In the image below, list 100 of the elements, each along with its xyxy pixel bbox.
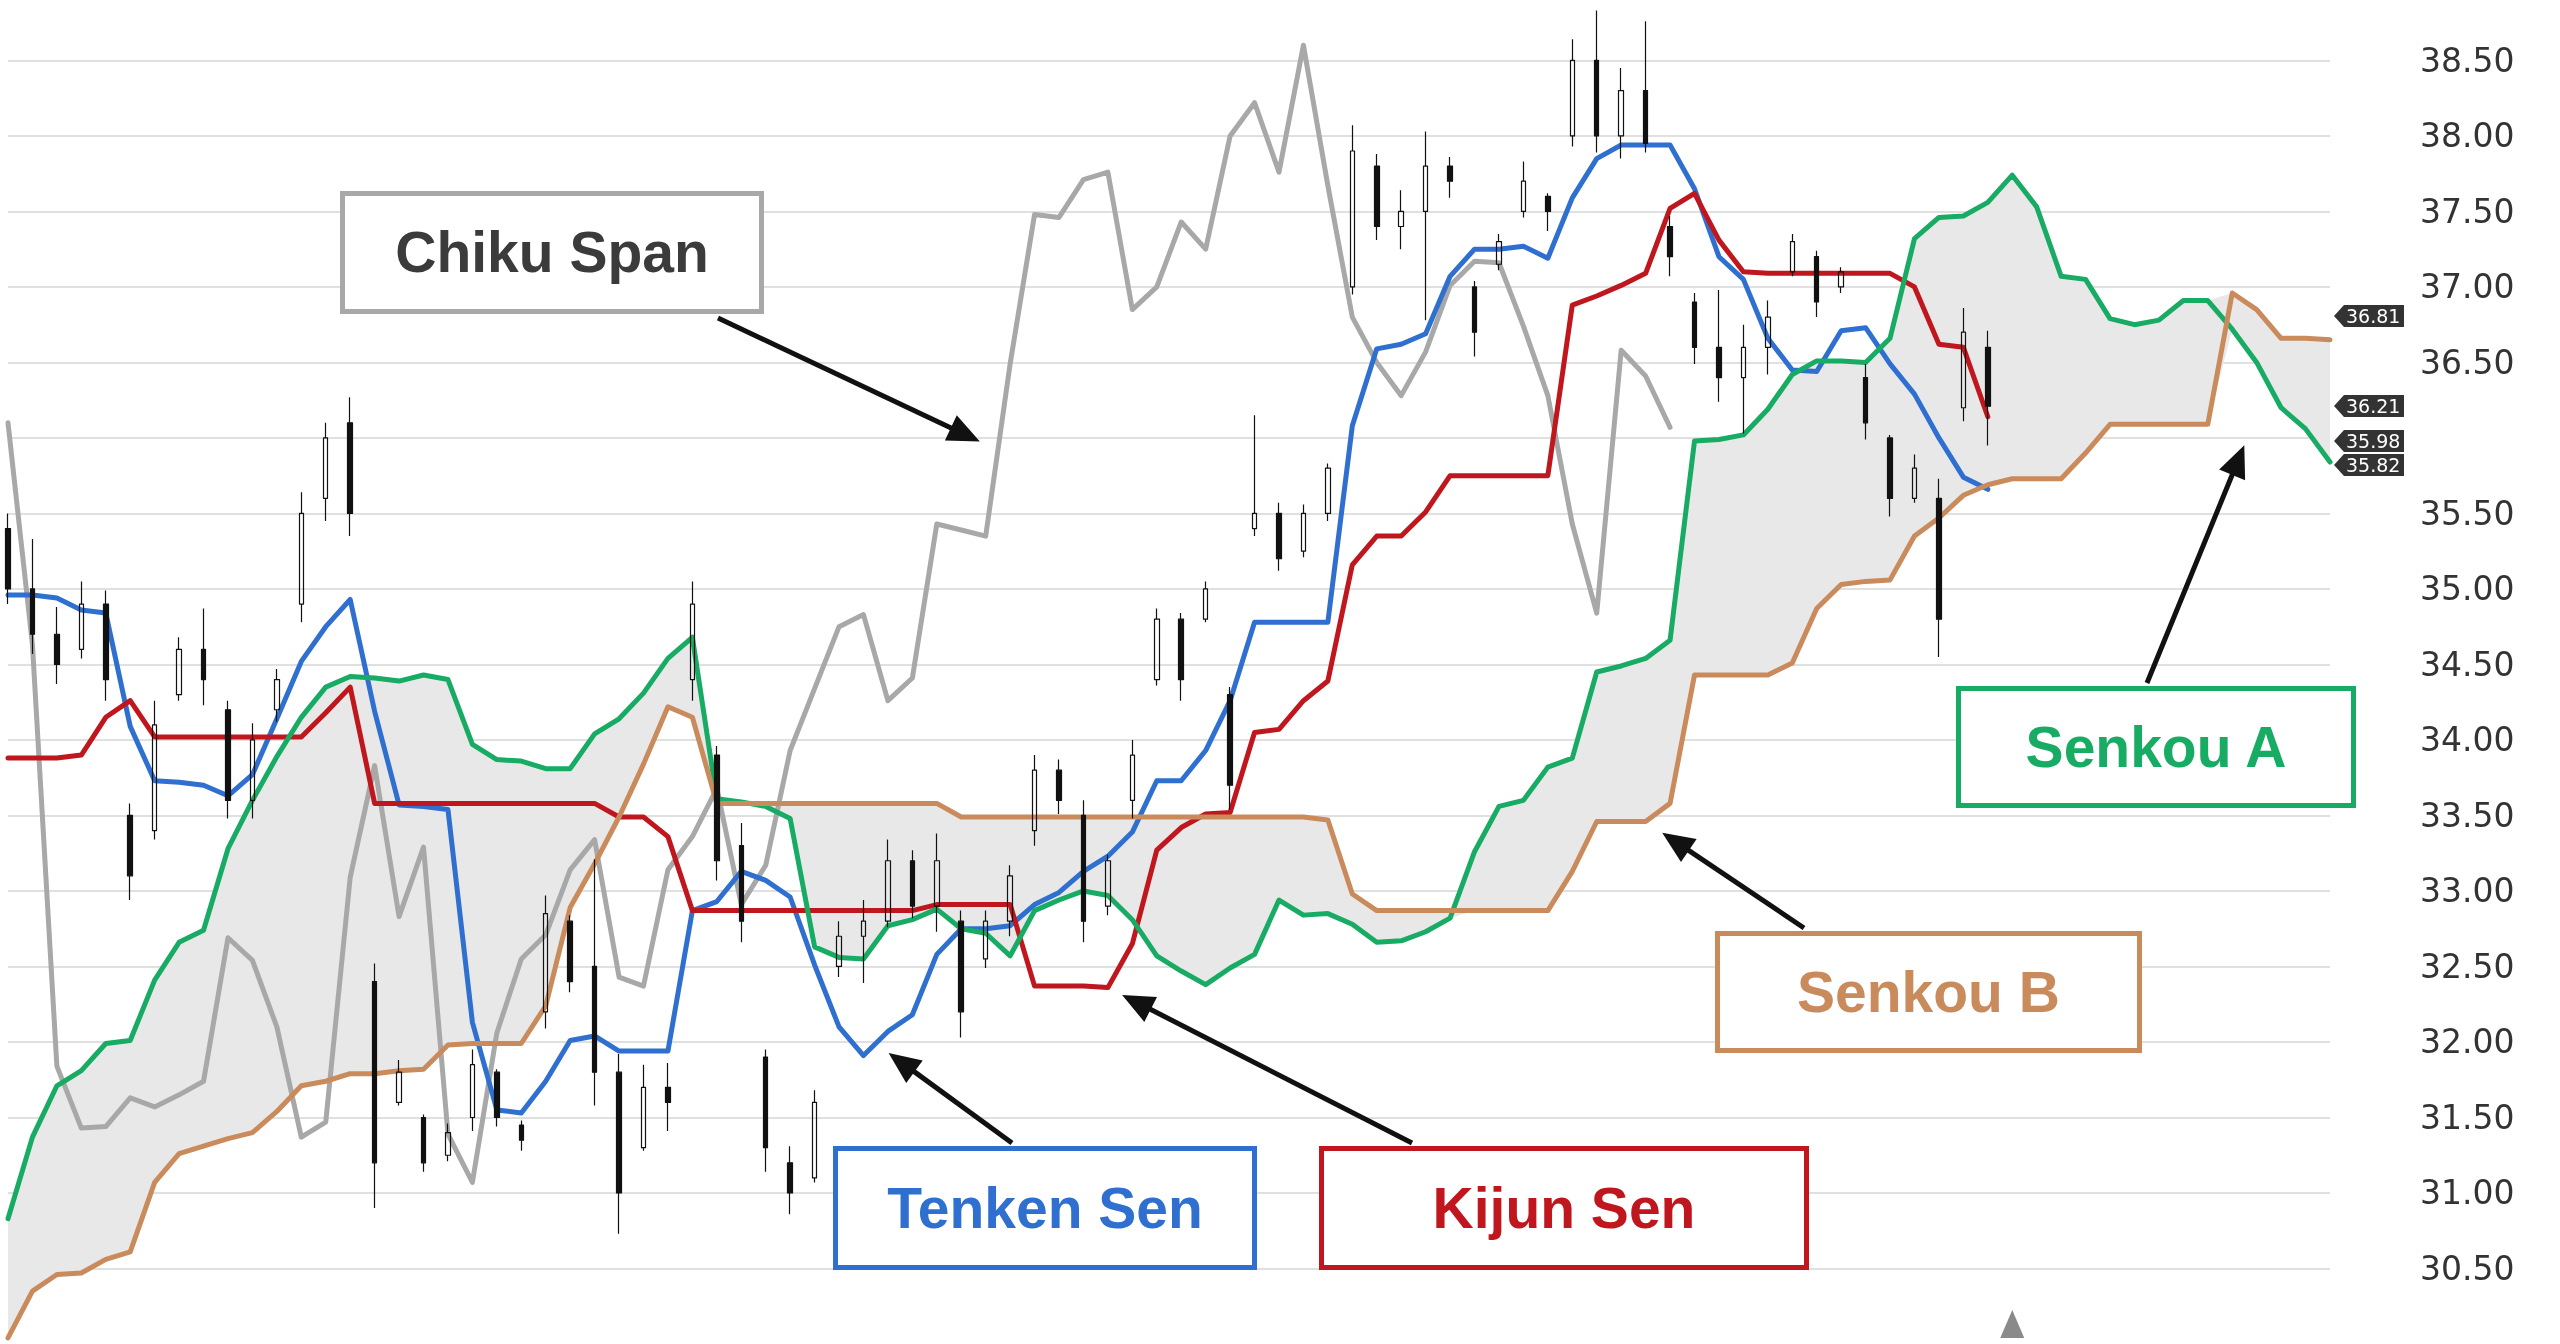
candlestick [1251,414,1258,537]
candlestick [273,668,281,723]
label-box: Senkou B [1715,931,2142,1053]
candlestick [1177,612,1185,702]
candlestick [1422,130,1429,321]
candlestick [1006,864,1014,937]
candlestick [298,491,305,623]
candlestick [689,580,696,702]
candlestick [909,849,916,919]
candlestick [1202,580,1209,623]
candlestick [1789,233,1796,277]
candlestick [1226,686,1234,811]
y-tick-label: 32.00 [2420,1022,2515,1062]
y-tick-label: 32.50 [2420,946,2515,986]
candlestick [957,910,965,1039]
candlestick [200,607,207,706]
candlestick [371,962,378,1209]
y-tick-label: 37.00 [2420,267,2515,307]
candlestick [1837,266,1845,294]
y-tick-label: 35.50 [2420,493,2515,533]
candlestick [738,822,745,943]
candlestick [713,745,721,881]
candlestick [1544,192,1552,232]
candlestick [4,512,12,605]
candlestick [151,700,158,841]
candlestick [615,1053,623,1235]
y-tick-label: 31.00 [2420,1173,2515,1213]
text: 36.21 [2334,395,2405,417]
candlestick [493,1068,501,1128]
label-box: Kijun Sen [1319,1146,1809,1270]
candlestick [126,802,134,901]
candlestick [1666,215,1674,277]
y-tick-label: 30.50 [2420,1248,2515,1288]
candlestick [860,899,867,984]
candlestick [53,606,61,685]
candlestick [884,839,892,928]
candlestick [762,1048,769,1173]
y-tick-label: 31.50 [2420,1097,2515,1137]
candlestick [1153,607,1161,687]
candlestick [1031,754,1038,847]
y-tick-label: 38.50 [2420,40,2515,80]
candlestick [444,1122,452,1162]
label-box: Senkou A [1956,686,2356,808]
candlestick [1055,758,1063,815]
candlestick [1960,307,1967,422]
candlestick [933,832,941,933]
candlestick [786,1145,794,1215]
candlestick [395,1059,403,1106]
candlestick [175,636,183,702]
text: 35.98 [2334,430,2405,452]
candlestick [1104,854,1112,916]
candlestick [1324,463,1332,522]
label-box: Chiku Span [340,191,764,314]
candlestick [1740,324,1747,434]
y-tick-label: 38.00 [2420,116,2515,156]
candlestick [1593,9,1600,154]
candlestick [1715,289,1723,403]
candlestick [1935,478,1943,658]
y-tick-label: 33.50 [2420,795,2515,835]
candlestick [1080,799,1087,943]
candlestick [1911,453,1918,504]
candlestick [249,722,256,820]
y-tick-label: 36.50 [2420,342,2515,382]
y-tick-label: 33.00 [2420,871,2515,911]
candlestick [469,1048,476,1132]
candlestick [1300,503,1307,558]
candlestick [1397,189,1405,250]
candlestick [566,914,574,993]
candlestick [78,580,85,660]
text: 36.81 [2334,305,2405,327]
label-box: Tenken Sen [833,1146,1257,1270]
candlestick [1691,292,1698,365]
candlestick [982,910,989,969]
y-tick-label: 37.50 [2420,191,2515,231]
candlestick [591,858,598,1106]
candlestick [1520,160,1527,219]
candlestick [1129,739,1136,820]
candlestick [835,920,843,978]
candlestick [1886,434,1894,518]
candlestick [1495,233,1503,271]
y-tick-label: 35.00 [2420,569,2515,609]
y-tick-label: 34.50 [2420,644,2515,684]
candlestick [1275,502,1283,572]
candlestick [518,1119,525,1152]
candlestick [29,538,36,655]
candlestick [1349,124,1356,296]
candlestick [322,422,329,522]
candlestick [1471,280,1478,357]
candlestick [346,396,354,537]
candlestick [1813,250,1820,318]
candlestick [102,589,110,702]
text: 35.82 [2334,454,2405,476]
candlestick [1446,156,1454,199]
candlestick [640,1064,647,1152]
candlestick [811,1089,818,1184]
candlestick [1569,38,1576,148]
candlestick [1984,330,1992,447]
candlestick [1373,153,1381,241]
candlestick [664,1062,672,1132]
candlestick [1642,20,1649,154]
